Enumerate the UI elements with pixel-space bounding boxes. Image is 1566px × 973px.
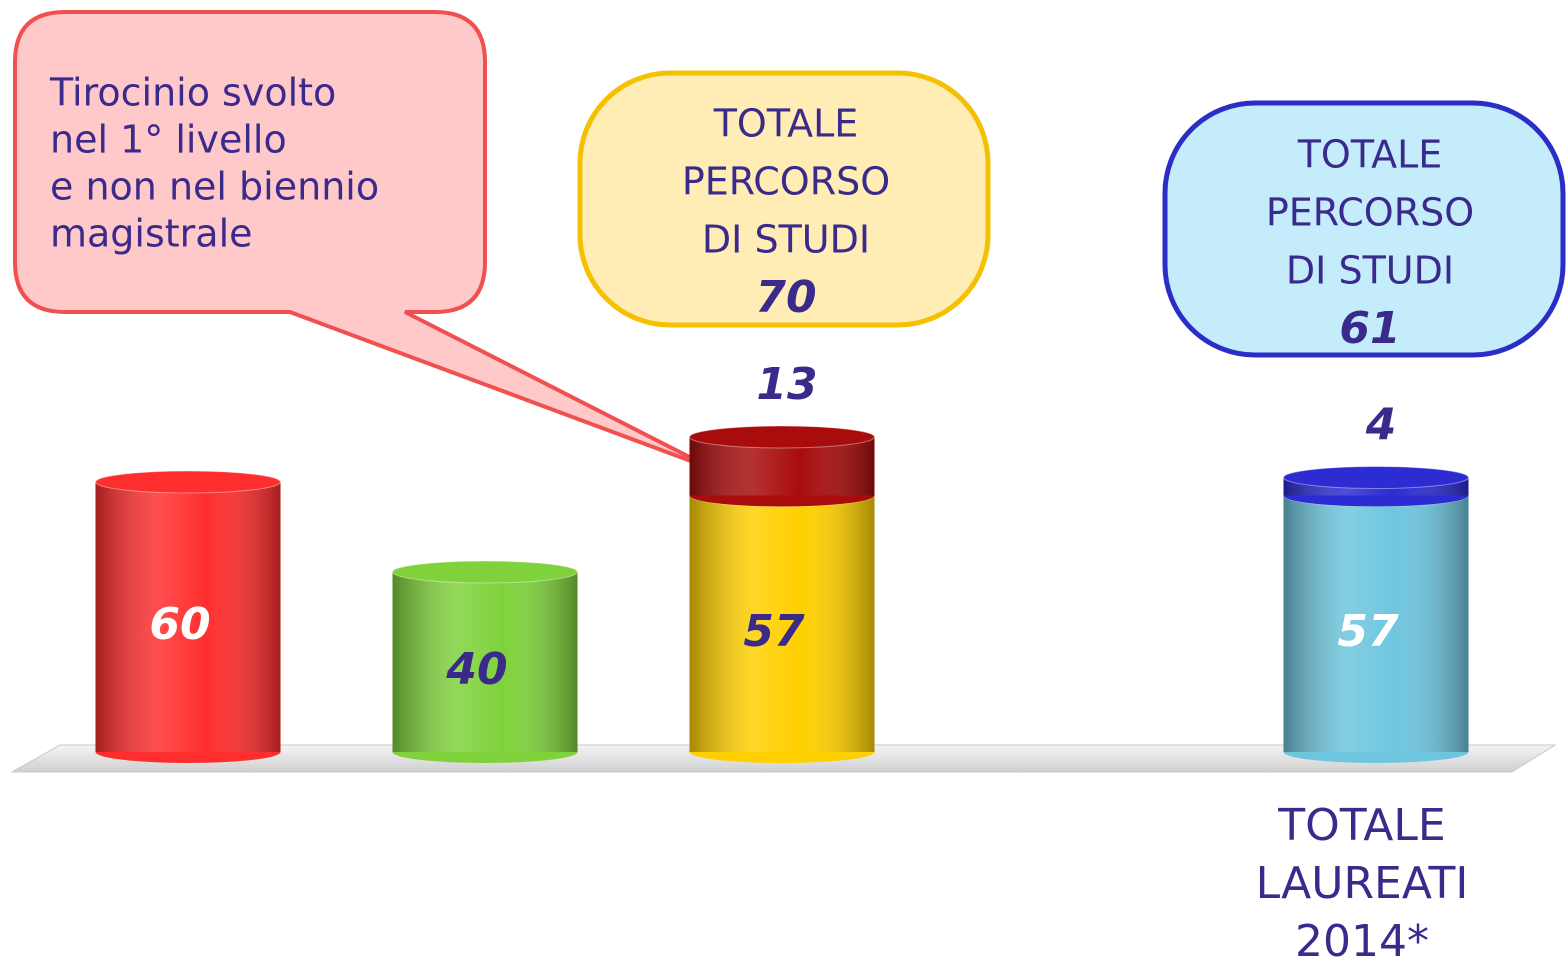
value-label: 57 bbox=[1337, 606, 1399, 657]
cylinder-shade bbox=[689, 495, 875, 752]
callout-blue bbox=[1162, 100, 1566, 358]
callout-red bbox=[13, 10, 716, 472]
cylinder-top bbox=[95, 470, 281, 494]
cylinder bbox=[1283, 466, 1469, 507]
value-label: 4 bbox=[1365, 400, 1397, 451]
value-label: 40 bbox=[445, 644, 507, 695]
value-label: 57 bbox=[743, 606, 805, 657]
category-line: TOTALE bbox=[1277, 800, 1445, 851]
callout-text: PERCORSO bbox=[1266, 191, 1474, 235]
callout-text: DI STUDI bbox=[702, 218, 870, 262]
cylinder-shade bbox=[392, 572, 578, 752]
cylinder-top bbox=[689, 425, 875, 449]
cylinder bbox=[392, 560, 578, 763]
category-line: LAUREATI bbox=[1256, 858, 1469, 909]
value-label: 60 bbox=[149, 599, 210, 650]
cylinder bbox=[1283, 484, 1469, 763]
callout-text: TOTALE bbox=[1297, 133, 1443, 177]
cylinder-top bbox=[1283, 466, 1469, 489]
callout-yellow bbox=[577, 70, 991, 328]
callout-text: e non nel biennio bbox=[50, 165, 379, 209]
category-label: TOTALE LAUREATI 2014* bbox=[1256, 800, 1469, 967]
cylinder bbox=[689, 425, 875, 507]
callout-text: TOTALE bbox=[713, 102, 859, 146]
callout-value: 70 bbox=[755, 272, 816, 323]
callout-value: 61 bbox=[1339, 303, 1400, 354]
callout-text: PERCORSO bbox=[682, 160, 890, 204]
cylinder-top bbox=[392, 560, 578, 584]
callout-text: Tirocinio svolto bbox=[49, 71, 336, 115]
callout-text: magistrale bbox=[50, 212, 253, 256]
category-line: 2014* bbox=[1295, 916, 1429, 967]
value-label: 13 bbox=[756, 359, 817, 410]
callout-text: nel 1° livello bbox=[50, 118, 287, 162]
cylinder-shade bbox=[95, 482, 281, 752]
cylinder-shade bbox=[1283, 495, 1469, 752]
cylinder bbox=[95, 470, 281, 763]
callout-text: DI STUDI bbox=[1286, 249, 1454, 293]
